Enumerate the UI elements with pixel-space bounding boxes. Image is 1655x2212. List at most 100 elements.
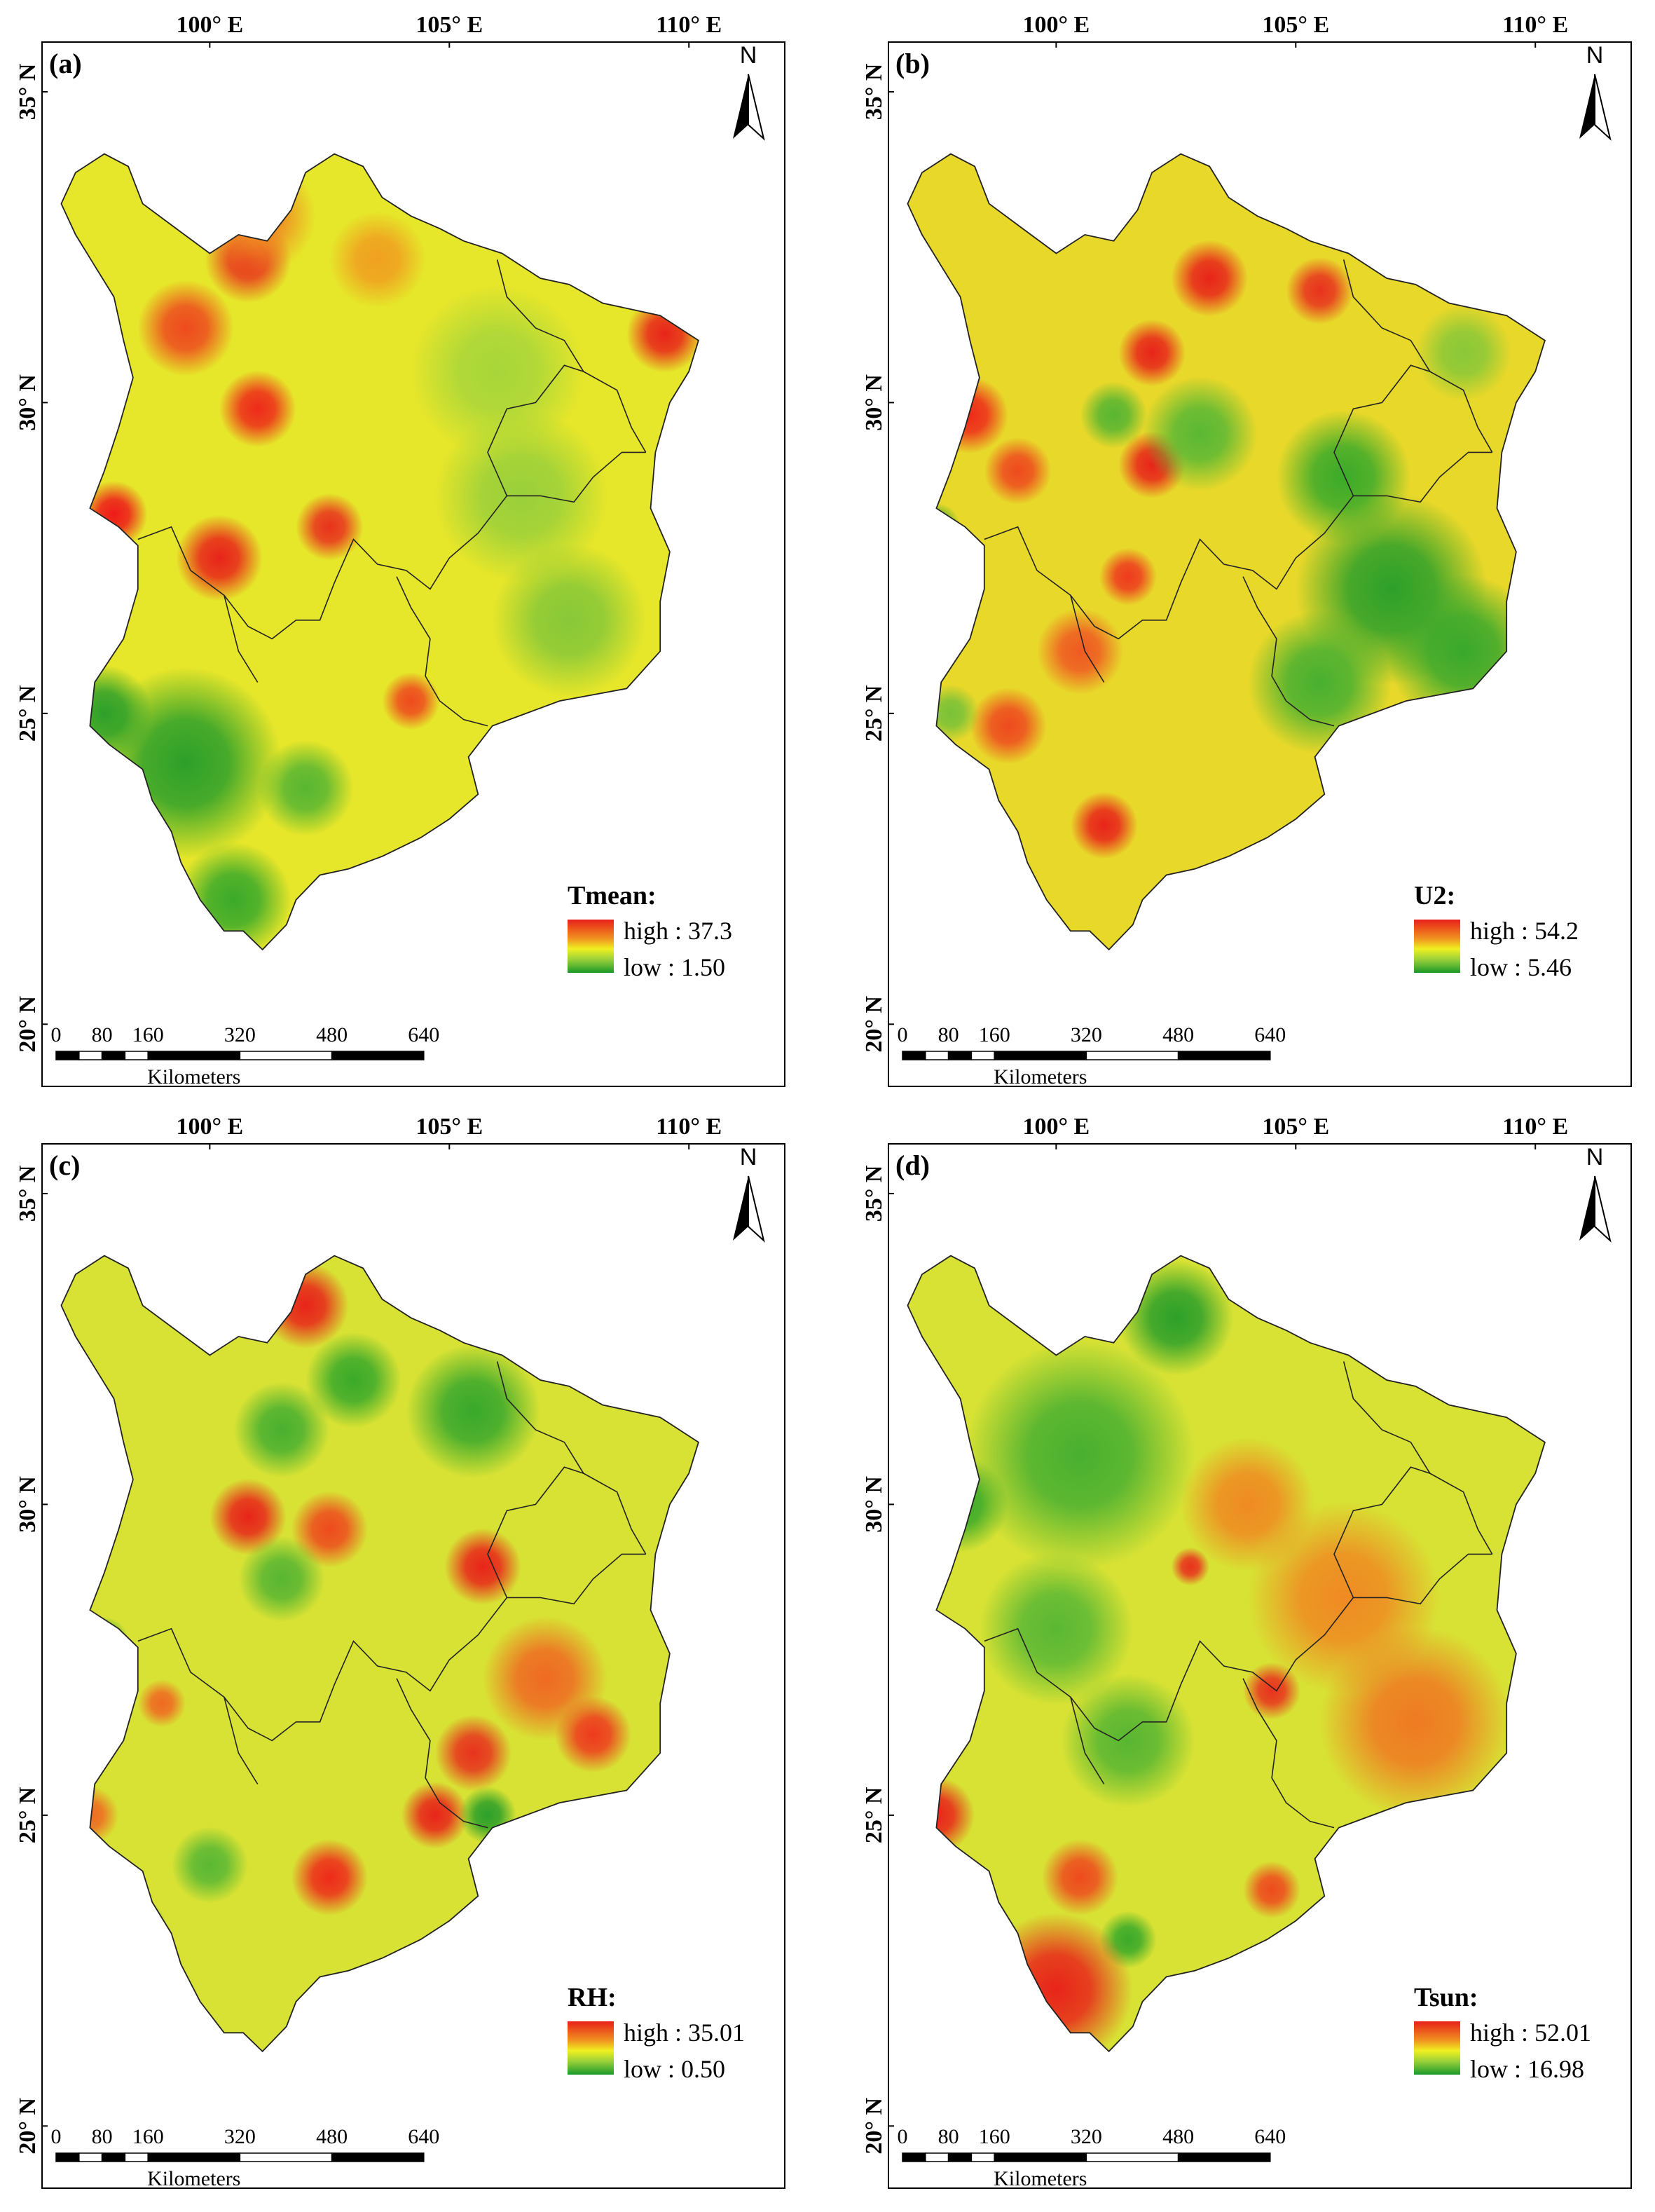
- scale-unit: Kilometers: [147, 1065, 240, 1088]
- scale-tick-label: 640: [408, 1023, 439, 1046]
- scale-segment: [970, 1051, 995, 1060]
- legend-title: U2:: [1414, 881, 1455, 910]
- lat-tick-label: 35° N: [15, 1165, 41, 1222]
- heat-hotspot: [401, 1781, 469, 1849]
- lat-tick-label: 30° N: [15, 374, 41, 431]
- scale-tick-label: 80: [92, 2125, 113, 2148]
- heat-hotspot: [1171, 1547, 1210, 1586]
- lat-tick-label: 25° N: [15, 685, 41, 742]
- heat-hotspot: [492, 543, 646, 697]
- lat-tick-label: 25° N: [861, 685, 887, 742]
- legend-high: high : 35.01: [624, 2019, 745, 2047]
- heat-hotspot: [176, 514, 263, 601]
- scale-segment: [925, 1051, 949, 1060]
- heat-hotspot: [1070, 791, 1138, 859]
- heat-hotspot: [1142, 376, 1258, 491]
- scale-segment: [902, 2152, 926, 2162]
- scale-tick-label: 480: [1162, 1023, 1194, 1046]
- heat-hotspot: [1319, 1626, 1512, 1818]
- scale-tick-label: 320: [1071, 1023, 1102, 1046]
- scale-tick-label: 480: [316, 1023, 348, 1046]
- scale-unit: Kilometers: [994, 2167, 1087, 2190]
- scale-tick-label: 640: [1254, 2125, 1286, 2148]
- province-border: [1342, 259, 1493, 453]
- province-border: [496, 1361, 647, 1555]
- heat-hotspot: [291, 1838, 369, 1916]
- scale-tick-label: 320: [224, 1023, 256, 1046]
- heat-hotspot: [434, 1714, 512, 1791]
- map-panel-c: 100° E 105° E 110° E 35° N 30° N 25° N 20° N (c…: [15, 1102, 803, 2195]
- heat-hotspot: [171, 1827, 249, 1904]
- heat-hotspot: [382, 672, 440, 730]
- north-label: N: [1586, 1144, 1604, 1170]
- scale-tick-label: 160: [979, 2125, 1010, 2148]
- heat-hotspot: [1037, 608, 1124, 695]
- scale-segment: [902, 1051, 926, 1060]
- heat-hotspot: [137, 280, 234, 376]
- heat-hotspot: [483, 1616, 607, 1741]
- heat-hotspot: [965, 1339, 1195, 1570]
- scale-tick-label: 160: [979, 1023, 1010, 1046]
- lat-tick-label: 25° N: [861, 1787, 887, 1843]
- province-border: [984, 1553, 1492, 1742]
- legend-high: high : 52.01: [1470, 2019, 1591, 2047]
- legend-high: high : 37.3: [624, 917, 732, 945]
- scale-segment: [1177, 2152, 1271, 2162]
- province-border: [487, 1466, 584, 1598]
- scale-tick-label: 80: [938, 2125, 959, 2148]
- heat-field: [907, 153, 1545, 950]
- legend-colorbar: [568, 2021, 614, 2075]
- province-border: [1333, 364, 1431, 496]
- heat-hotspot: [137, 1679, 186, 1728]
- scale-tick-label: 160: [132, 2125, 164, 2148]
- lon-tick-label: 105° E: [416, 12, 483, 38]
- heat-hotspot: [1080, 381, 1148, 449]
- map-a: 100° E 105° E 110° E 35° N 30° N 25° N 20° N (a…: [15, 12, 785, 1088]
- region-outline: [60, 153, 699, 951]
- province-border: [1342, 1361, 1493, 1555]
- heat-hotspot: [444, 1528, 521, 1605]
- province-border: [224, 1697, 259, 1784]
- province-border: [396, 576, 488, 727]
- scale-tick-label: 480: [1162, 2125, 1194, 2148]
- scale-tick-label: 80: [92, 1023, 113, 1046]
- north-arrow-icon: [733, 1176, 748, 1241]
- panel-label: (c): [49, 1149, 80, 1181]
- scale-segment: [947, 2152, 973, 2162]
- legend-low: low : 0.50: [624, 2055, 725, 2083]
- lon-tick-label: 105° E: [1262, 1114, 1329, 1140]
- heat-hotspot: [1243, 1861, 1301, 1919]
- lon-tick-label: 110° E: [1502, 12, 1568, 38]
- scale-segment: [994, 1051, 1087, 1060]
- lat-tick-label: 20° N: [861, 996, 887, 1053]
- province-border: [496, 259, 647, 453]
- province-border: [984, 451, 1492, 640]
- heat-hotspot: [984, 437, 1052, 505]
- scale-segment: [970, 2152, 995, 2162]
- heat-hotspot: [233, 1381, 330, 1478]
- lat-tick-label: 20° N: [15, 2098, 41, 2155]
- heat-hotspot: [1041, 1838, 1119, 1916]
- scale-segment: [331, 2152, 425, 2162]
- lon-tick-label: 100° E: [1022, 1114, 1090, 1140]
- lat-tick-label: 30° N: [861, 1476, 887, 1533]
- province-border: [1070, 1697, 1105, 1784]
- lon-tick-label: 110° E: [1502, 1114, 1568, 1140]
- scale-segment: [124, 1051, 149, 1060]
- scale-segment: [147, 1051, 241, 1060]
- legend-low: low : 1.50: [624, 953, 725, 981]
- heat-hotspot: [329, 212, 426, 308]
- lon-tick-label: 100° E: [176, 1114, 243, 1140]
- heat-hotspot: [1171, 240, 1248, 317]
- scale-tick-label: 0: [51, 1023, 62, 1046]
- heat-hotspot: [1286, 257, 1354, 325]
- scale-unit: Kilometers: [994, 1065, 1087, 1088]
- heat-hotspot: [1415, 305, 1512, 401]
- scale-tick-label: 80: [938, 1023, 959, 1046]
- lat-tick-label: 35° N: [861, 1165, 887, 1222]
- legend-colorbar: [1414, 920, 1460, 973]
- heat-hotspot: [1061, 1673, 1195, 1808]
- heat-hotspot: [411, 285, 584, 458]
- scale-segment: [239, 1051, 333, 1060]
- north-label: N: [1586, 42, 1604, 69]
